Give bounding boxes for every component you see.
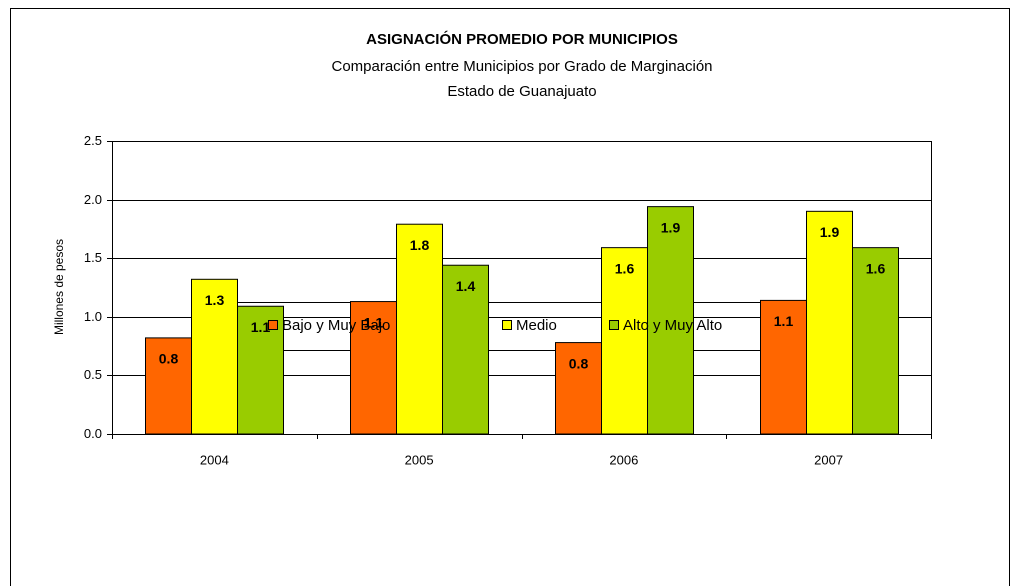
data-label: 1.9 bbox=[820, 224, 840, 240]
bar bbox=[555, 342, 602, 435]
y-tick-label: 1.0 bbox=[84, 309, 102, 324]
legend-label: Medio bbox=[516, 317, 557, 334]
y-tick-label: 0.0 bbox=[84, 426, 102, 441]
x-tick-label: 2004 bbox=[200, 452, 229, 467]
data-label: 1.4 bbox=[456, 278, 476, 294]
bar bbox=[350, 301, 397, 435]
data-label: 1.9 bbox=[661, 219, 681, 235]
x-tick-label: 2007 bbox=[814, 452, 843, 467]
data-label: 1.8 bbox=[410, 237, 430, 253]
x-tick-label: 2006 bbox=[609, 452, 638, 467]
bar bbox=[442, 264, 489, 435]
y-tick-label: 1.5 bbox=[84, 250, 102, 265]
bar bbox=[191, 278, 238, 435]
data-label: 1.6 bbox=[615, 260, 635, 276]
legend-box bbox=[233, 302, 828, 351]
data-label: 1.1 bbox=[364, 314, 384, 330]
x-tick-label: 2005 bbox=[405, 452, 434, 467]
data-label: 0.8 bbox=[569, 355, 589, 371]
data-label: 1.3 bbox=[205, 292, 225, 308]
legend-swatch bbox=[268, 320, 278, 330]
data-label: 1.1 bbox=[774, 313, 794, 329]
bar bbox=[145, 337, 192, 435]
y-tick-label: 2.5 bbox=[84, 133, 102, 148]
chart-subtitle: Comparación entre Municipios por Grado d… bbox=[331, 58, 712, 75]
legend-swatch bbox=[502, 320, 512, 330]
bar bbox=[760, 299, 807, 435]
data-label: 0.8 bbox=[159, 351, 179, 367]
bar bbox=[806, 210, 853, 435]
legend-label: Alto y Muy Alto bbox=[623, 317, 722, 334]
bar bbox=[647, 206, 694, 435]
legend-swatch bbox=[609, 320, 619, 330]
legend-label: Bajo y Muy Bajo bbox=[282, 317, 390, 334]
bar bbox=[852, 247, 899, 435]
y-tick-label: 0.5 bbox=[84, 367, 102, 382]
y-axis-label: Millones de pesos bbox=[52, 239, 66, 335]
data-label: 1.6 bbox=[866, 260, 886, 276]
bar bbox=[601, 247, 648, 435]
data-label: 1.1 bbox=[251, 319, 271, 335]
chart-subtitle: Estado de Guanajuato bbox=[447, 83, 596, 100]
bar bbox=[396, 223, 443, 435]
y-tick-label: 2.0 bbox=[84, 192, 102, 207]
chart-title: ASIGNACIÓN PROMEDIO POR MUNICIPIOS bbox=[366, 30, 678, 48]
